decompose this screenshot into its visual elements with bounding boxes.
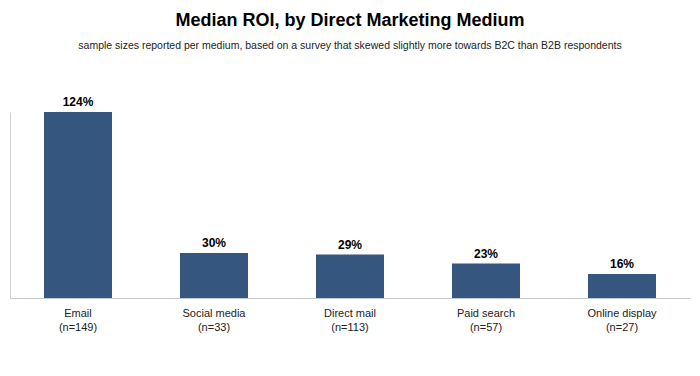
data-label: 30% [202, 236, 226, 250]
x-tick-label-line: (n=27) [606, 321, 638, 333]
x-tick-label-line: Direct mail [324, 307, 376, 319]
x-tick-labels: Email (n=149) Social media (n=33) Direct mai… [59, 307, 657, 333]
x-tick-label-line: Social media [183, 307, 247, 319]
y-axis-line [10, 113, 11, 299]
bar [452, 264, 520, 299]
data-label: 124% [63, 95, 94, 109]
x-tick-label-line: (n=33) [198, 321, 230, 333]
title: Median ROI, by Direct Marketing Medium [175, 10, 524, 30]
data-label: 23% [474, 247, 498, 261]
data-label: 16% [610, 257, 634, 271]
x-tick-label: Email (n=149) [59, 307, 97, 333]
bars [44, 112, 656, 298]
x-axis-line [11, 298, 691, 299]
x-tick-label: Online display (n=27) [587, 307, 657, 333]
x-tick-label: Social media (n=33) [183, 307, 247, 333]
x-tick-label-line: (n=149) [59, 321, 97, 333]
data-label: 29% [338, 238, 362, 252]
x-tick-label: Paid search (n=57) [457, 307, 515, 333]
bar [180, 253, 248, 298]
x-tick-label-line: (n=57) [470, 321, 502, 333]
bar [44, 112, 112, 298]
x-tick-label-line: Paid search [457, 307, 515, 319]
x-axis [11, 298, 691, 299]
subtitle: sample sizes reported per medium, based … [78, 39, 621, 51]
x-tick-label-line: Online display [587, 307, 657, 319]
x-tick-label-line: (n=113) [331, 321, 368, 333]
y-axis [10, 113, 11, 299]
bar [316, 255, 384, 299]
chart-container: Median ROI, by Direct Marketing Medium sa… [0, 0, 700, 376]
x-tick-label-line: Email [64, 307, 92, 319]
x-tick-label: Direct mail (n=113) [324, 307, 376, 333]
bar [588, 274, 656, 298]
data-labels: 124% 30% 29% 23% 16% [63, 95, 635, 271]
chart-svg: Median ROI, by Direct Marketing Medium sa… [0, 0, 700, 376]
